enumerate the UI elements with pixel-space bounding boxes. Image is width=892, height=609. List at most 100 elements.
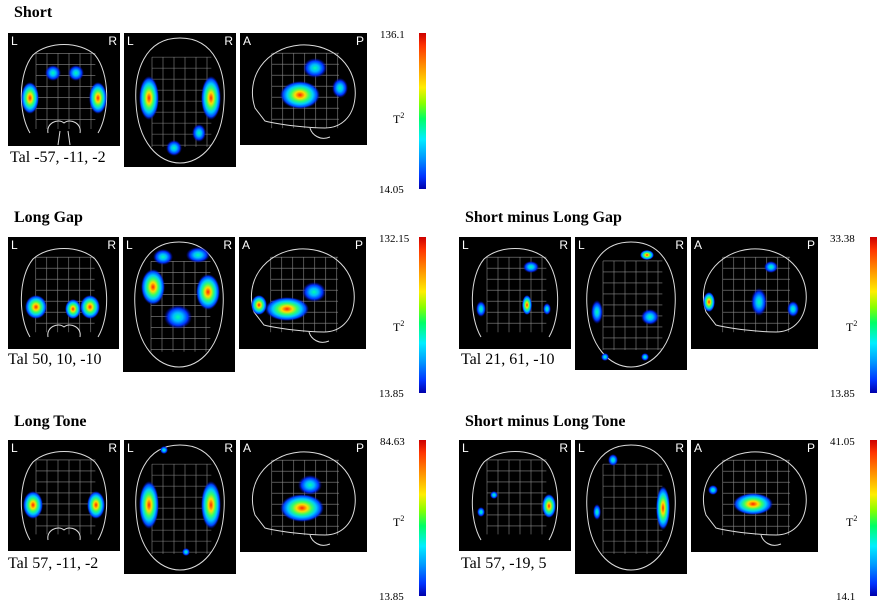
axial-view: L R [124,33,236,167]
view-left-label: A [694,238,703,252]
sagittal-brain-map [251,451,356,546]
colorbar [419,237,426,393]
panel-title: Long Gap [14,209,83,226]
panel-title: Short minus Long Tone [465,413,626,430]
talairach-coordinates: Tal 57, -11, -2 [8,555,99,572]
view-right-label: R [107,238,116,252]
coronal-brain-map [20,44,108,146]
coronal-view: L R [8,237,119,349]
view-left-label: L [11,34,18,48]
sagittal-view: A P [691,237,818,349]
view-right-label: P [354,238,363,252]
colorbar-unit: T [846,320,854,334]
coronal-brain-map [471,451,559,541]
coronal-brain-map [20,248,108,338]
colorbar-exponent: 2 [400,514,405,523]
colorbar [870,237,877,393]
axial-brain-map [586,444,676,571]
talairach-coordinates: Tal 50, 10, -10 [8,351,102,368]
view-left-label: L [11,238,18,252]
view-left-label: L [578,441,585,455]
colorbar-label: T2 [393,514,404,530]
colorbar-unit: T [846,515,854,529]
view-right-label: R [559,441,568,455]
colorbar-unit: T [393,112,401,126]
colorbar-min: 14.05 [379,184,404,196]
sagittal-view: A P [240,440,367,552]
sagittal-brain-map [702,248,807,333]
colorbar-min: 13.85 [379,591,404,603]
view-left-label: L [462,441,469,455]
colorbar-exponent: 2 [853,319,858,328]
panel-title: Short minus Long Gap [465,209,622,226]
view-left-label: L [127,34,134,48]
colorbar-label: T2 [393,319,404,335]
view-left-label: L [127,441,134,455]
view-right-label: R [224,441,233,455]
sagittal-brain-map [702,451,807,546]
sagittal-view: A P [240,33,367,145]
colorbar-label: T2 [846,319,857,335]
view-right-label: R [675,441,684,455]
talairach-coordinates: Tal 21, 61, -10 [461,351,555,368]
colorbar-min: 13.85 [830,388,855,400]
coronal-brain-map [20,451,108,541]
talairach-coordinates: Tal -57, -11, -2 [10,149,106,166]
colorbar-unit: T [393,320,401,334]
colorbar [870,440,877,596]
sagittal-brain-map [250,248,355,343]
view-right-label: P [355,34,364,48]
colorbar-max: 84.63 [380,436,405,448]
sagittal-view: A P [691,440,818,552]
view-left-label: A [243,441,252,455]
view-right-label: R [559,238,568,252]
view-right-label: P [355,441,364,455]
view-right-label: R [675,238,684,252]
colorbar-label: T2 [393,111,404,127]
view-right-label: R [224,34,233,48]
colorbar-max: 41.05 [830,436,855,448]
view-left-label: L [578,238,585,252]
axial-view: L R [575,440,687,574]
colorbar-max: 136.1 [380,29,405,41]
colorbar-exponent: 2 [400,319,405,328]
view-right-label: P [806,238,815,252]
axial-brain-map [134,241,224,368]
view-left-label: L [462,238,469,252]
coronal-view: L R [459,237,571,349]
axial-view: L R [123,237,235,372]
axial-brain-map [135,37,225,164]
coronal-view: L R [459,440,571,551]
view-left-label: A [243,34,252,48]
colorbar [419,440,426,596]
axial-view: L R [124,440,236,574]
view-right-label: R [223,238,232,252]
axial-view: L R [575,237,687,370]
coronal-view: L R [8,33,120,146]
view-left-label: A [694,441,703,455]
sagittal-view: A P [239,237,366,349]
colorbar-max: 132.15 [379,233,410,245]
view-left-label: L [126,238,133,252]
panel-title: Long Tone [14,413,87,430]
view-right-label: R [108,441,117,455]
talairach-coordinates: Tal 57, -19, 5 [461,555,547,572]
coronal-brain-map [471,248,559,338]
view-right-label: R [108,34,117,48]
axial-brain-map [135,444,225,571]
view-right-label: P [806,441,815,455]
colorbar-label: T2 [846,514,857,530]
colorbar-exponent: 2 [400,111,405,120]
colorbar [419,33,426,189]
coronal-view: L R [8,440,120,551]
panel-title: Short [14,4,53,21]
sagittal-brain-map [251,44,356,139]
view-left-label: A [242,238,251,252]
colorbar-max: 33.38 [830,233,855,245]
colorbar-unit: T [393,515,401,529]
colorbar-min: 13.85 [379,388,404,400]
colorbar-exponent: 2 [853,514,858,523]
axial-brain-map [586,241,676,368]
colorbar-min: 14.1 [836,591,856,603]
view-left-label: L [11,441,18,455]
